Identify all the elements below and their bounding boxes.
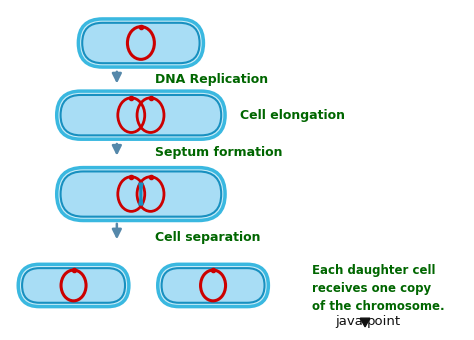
FancyBboxPatch shape <box>61 171 221 217</box>
Text: Cell separation: Cell separation <box>155 231 261 244</box>
Text: Each daughter cell
receives one copy
of the chromosome.: Each daughter cell receives one copy of … <box>312 264 445 313</box>
FancyBboxPatch shape <box>61 95 221 135</box>
Text: java: java <box>335 315 363 328</box>
Text: point: point <box>367 315 401 328</box>
Polygon shape <box>360 318 370 327</box>
FancyBboxPatch shape <box>22 268 125 303</box>
FancyBboxPatch shape <box>162 268 264 303</box>
FancyBboxPatch shape <box>82 23 200 63</box>
Text: DNA Replication: DNA Replication <box>155 73 268 86</box>
Text: Cell elongation: Cell elongation <box>240 109 345 122</box>
FancyBboxPatch shape <box>57 91 225 139</box>
FancyBboxPatch shape <box>78 19 203 67</box>
Text: Septum formation: Septum formation <box>155 146 283 159</box>
FancyBboxPatch shape <box>158 264 268 307</box>
FancyBboxPatch shape <box>57 168 225 221</box>
FancyBboxPatch shape <box>18 264 129 307</box>
